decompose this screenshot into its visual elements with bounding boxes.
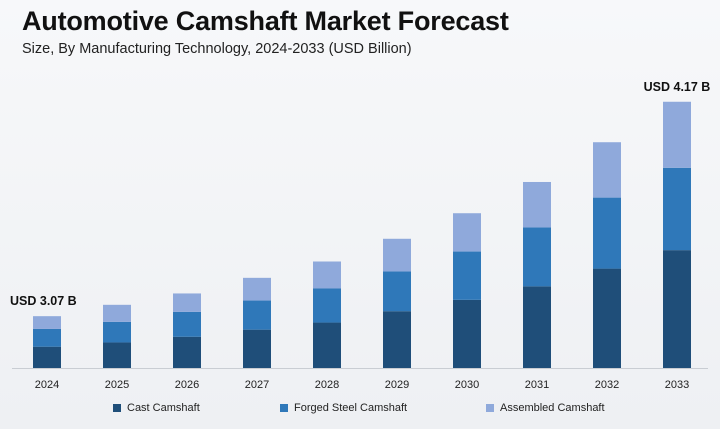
- bar-segment-2033-forged: [663, 167, 691, 251]
- bar-segment-2030-assembled: [453, 213, 481, 252]
- bar-segment-2033-cast: [663, 250, 691, 368]
- legend-label-assembled: Assembled Camshaft: [500, 402, 605, 414]
- bar-segment-2028-assembled: [313, 261, 341, 289]
- bar-segment-2025-cast: [103, 342, 131, 368]
- total-annotation-2033: USD 4.17 B: [644, 80, 711, 94]
- bar-segment-2029-forged: [383, 271, 411, 312]
- bar-segment-2032-forged: [593, 197, 621, 269]
- bar-segment-2025-assembled: [103, 304, 131, 322]
- x-tick-label: 2031: [525, 379, 549, 391]
- bar-segment-2029-cast: [383, 311, 411, 368]
- total-annotation-2024: USD 3.07 B: [10, 294, 77, 308]
- x-tick-label: 2029: [385, 379, 409, 391]
- bar-segment-2031-forged: [523, 227, 551, 287]
- bar-segment-2030-cast: [453, 299, 481, 368]
- bar-segment-2024-assembled: [33, 316, 61, 329]
- x-tick-label: 2028: [315, 379, 339, 391]
- bar-segment-2033-assembled: [663, 101, 691, 168]
- legend-item-assembled: Assembled Camshaft: [486, 402, 605, 414]
- bar-segment-2031-cast: [523, 286, 551, 368]
- x-tick-label: 2024: [35, 379, 59, 391]
- legend-swatch-assembled: [486, 404, 494, 412]
- x-tick-label: 2026: [175, 379, 199, 391]
- x-tick-label: 2027: [245, 379, 269, 391]
- legend-label-cast: Cast Camshaft: [127, 402, 200, 414]
- x-tick-label: 2025: [105, 379, 129, 391]
- bar-segment-2027-cast: [243, 329, 271, 368]
- bar-segment-2028-cast: [313, 322, 341, 368]
- chart-legend: Cast Camshaft Forged Steel Camshaft Asse…: [0, 402, 720, 420]
- bar-segment-2025-forged: [103, 321, 131, 343]
- chart-subtitle: Size, By Manufacturing Technology, 2024-…: [22, 41, 412, 57]
- bar-segment-2024-cast: [33, 346, 61, 368]
- bar-segment-2029-assembled: [383, 238, 411, 272]
- x-tick-label: 2033: [665, 379, 689, 391]
- bar-segment-2027-forged: [243, 300, 271, 330]
- x-tick-label: 2032: [595, 379, 619, 391]
- chart-title: Automotive Camshaft Market Forecast: [22, 6, 509, 36]
- bar-segment-2026-cast: [173, 336, 201, 368]
- bar-segment-2026-forged: [173, 311, 201, 337]
- bar-segment-2031-assembled: [523, 181, 551, 228]
- bar-segment-2026-assembled: [173, 293, 201, 312]
- x-tick-label: 2030: [455, 379, 479, 391]
- legend-item-forged: Forged Steel Camshaft: [280, 402, 407, 414]
- legend-swatch-cast: [113, 404, 121, 412]
- legend-swatch-forged: [280, 404, 288, 412]
- legend-label-forged: Forged Steel Camshaft: [294, 402, 408, 414]
- bar-segment-2028-forged: [313, 288, 341, 323]
- bar-segment-2032-cast: [593, 268, 621, 368]
- bar-segment-2024-forged: [33, 328, 61, 347]
- bar-segment-2032-assembled: [593, 142, 621, 198]
- legend-item-cast: Cast Camshaft: [113, 402, 200, 414]
- bar-segment-2027-assembled: [243, 277, 271, 301]
- bar-segment-2030-forged: [453, 251, 481, 300]
